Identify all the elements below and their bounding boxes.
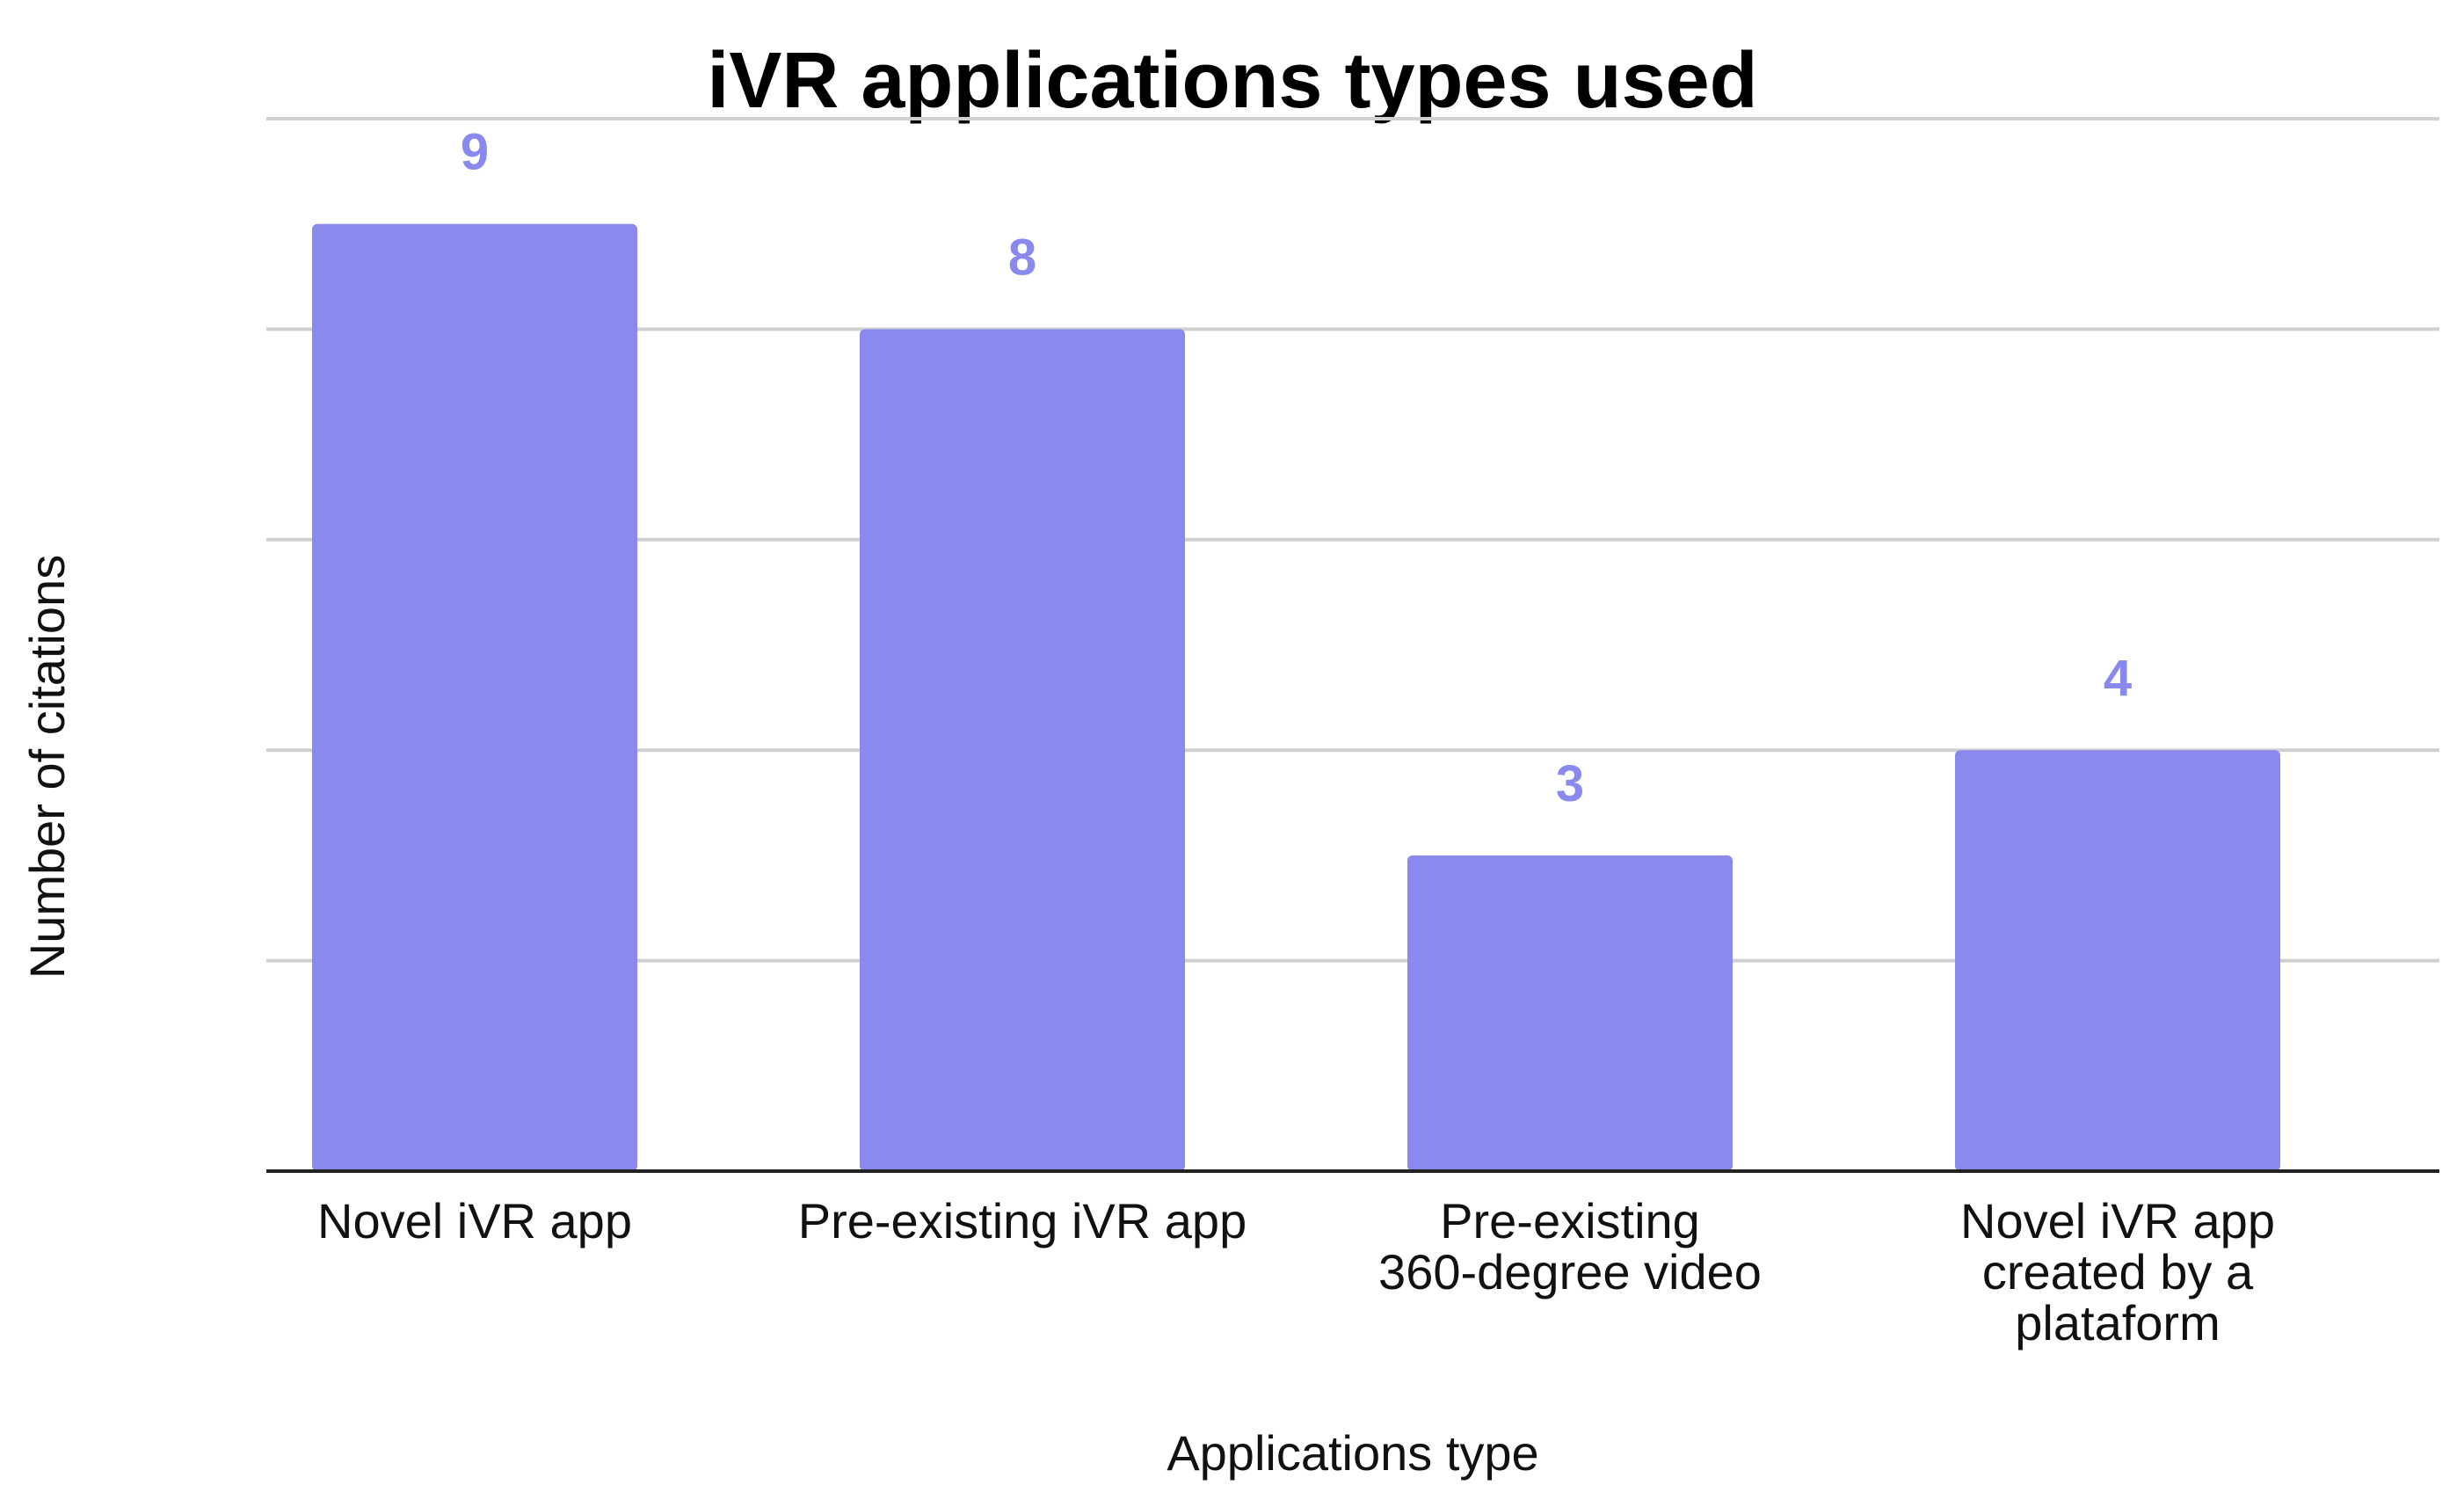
data-labels: 9 8 3 4 [461,124,2132,812]
x-tick-labels: Novel iVR app Pre-existing iVR app Pre-exi… [317,1193,2275,1350]
x-tick-label-line: Novel iVR app [317,1193,632,1249]
data-label: 4 [2104,650,2132,707]
x-tick-label-line: 360-degree video [1378,1244,1762,1300]
x-tick-label: Novel iVR app [317,1193,632,1249]
data-label: 9 [461,124,489,181]
bar [312,223,637,1172]
x-tick-label-line: created by a [1982,1244,2254,1300]
x-tick-label-line: Pre-existing iVR app [798,1193,1247,1249]
x-axis-title: Applications type [1167,1425,1538,1481]
x-tick-label-line: plataform [2015,1295,2220,1350]
bar [860,329,1185,1171]
bar [1955,750,2280,1171]
x-tick-label-line: Pre-existing [1440,1193,1700,1249]
y-axis-title: Number of citations [19,555,75,979]
x-tick-label-line: Novel iVR app [1960,1193,2275,1249]
bars [312,223,2280,1172]
data-label: 8 [1008,229,1036,286]
bar [1407,855,1733,1171]
chart-title: iVR applications types used [707,37,1757,125]
x-tick-label: Pre-existing 360-degree video [1378,1193,1762,1300]
x-tick-label: Pre-existing iVR app [798,1193,1247,1249]
x-tick-label: Novel iVR app created by a plataform [1960,1193,2275,1350]
data-label: 3 [1556,755,1584,812]
